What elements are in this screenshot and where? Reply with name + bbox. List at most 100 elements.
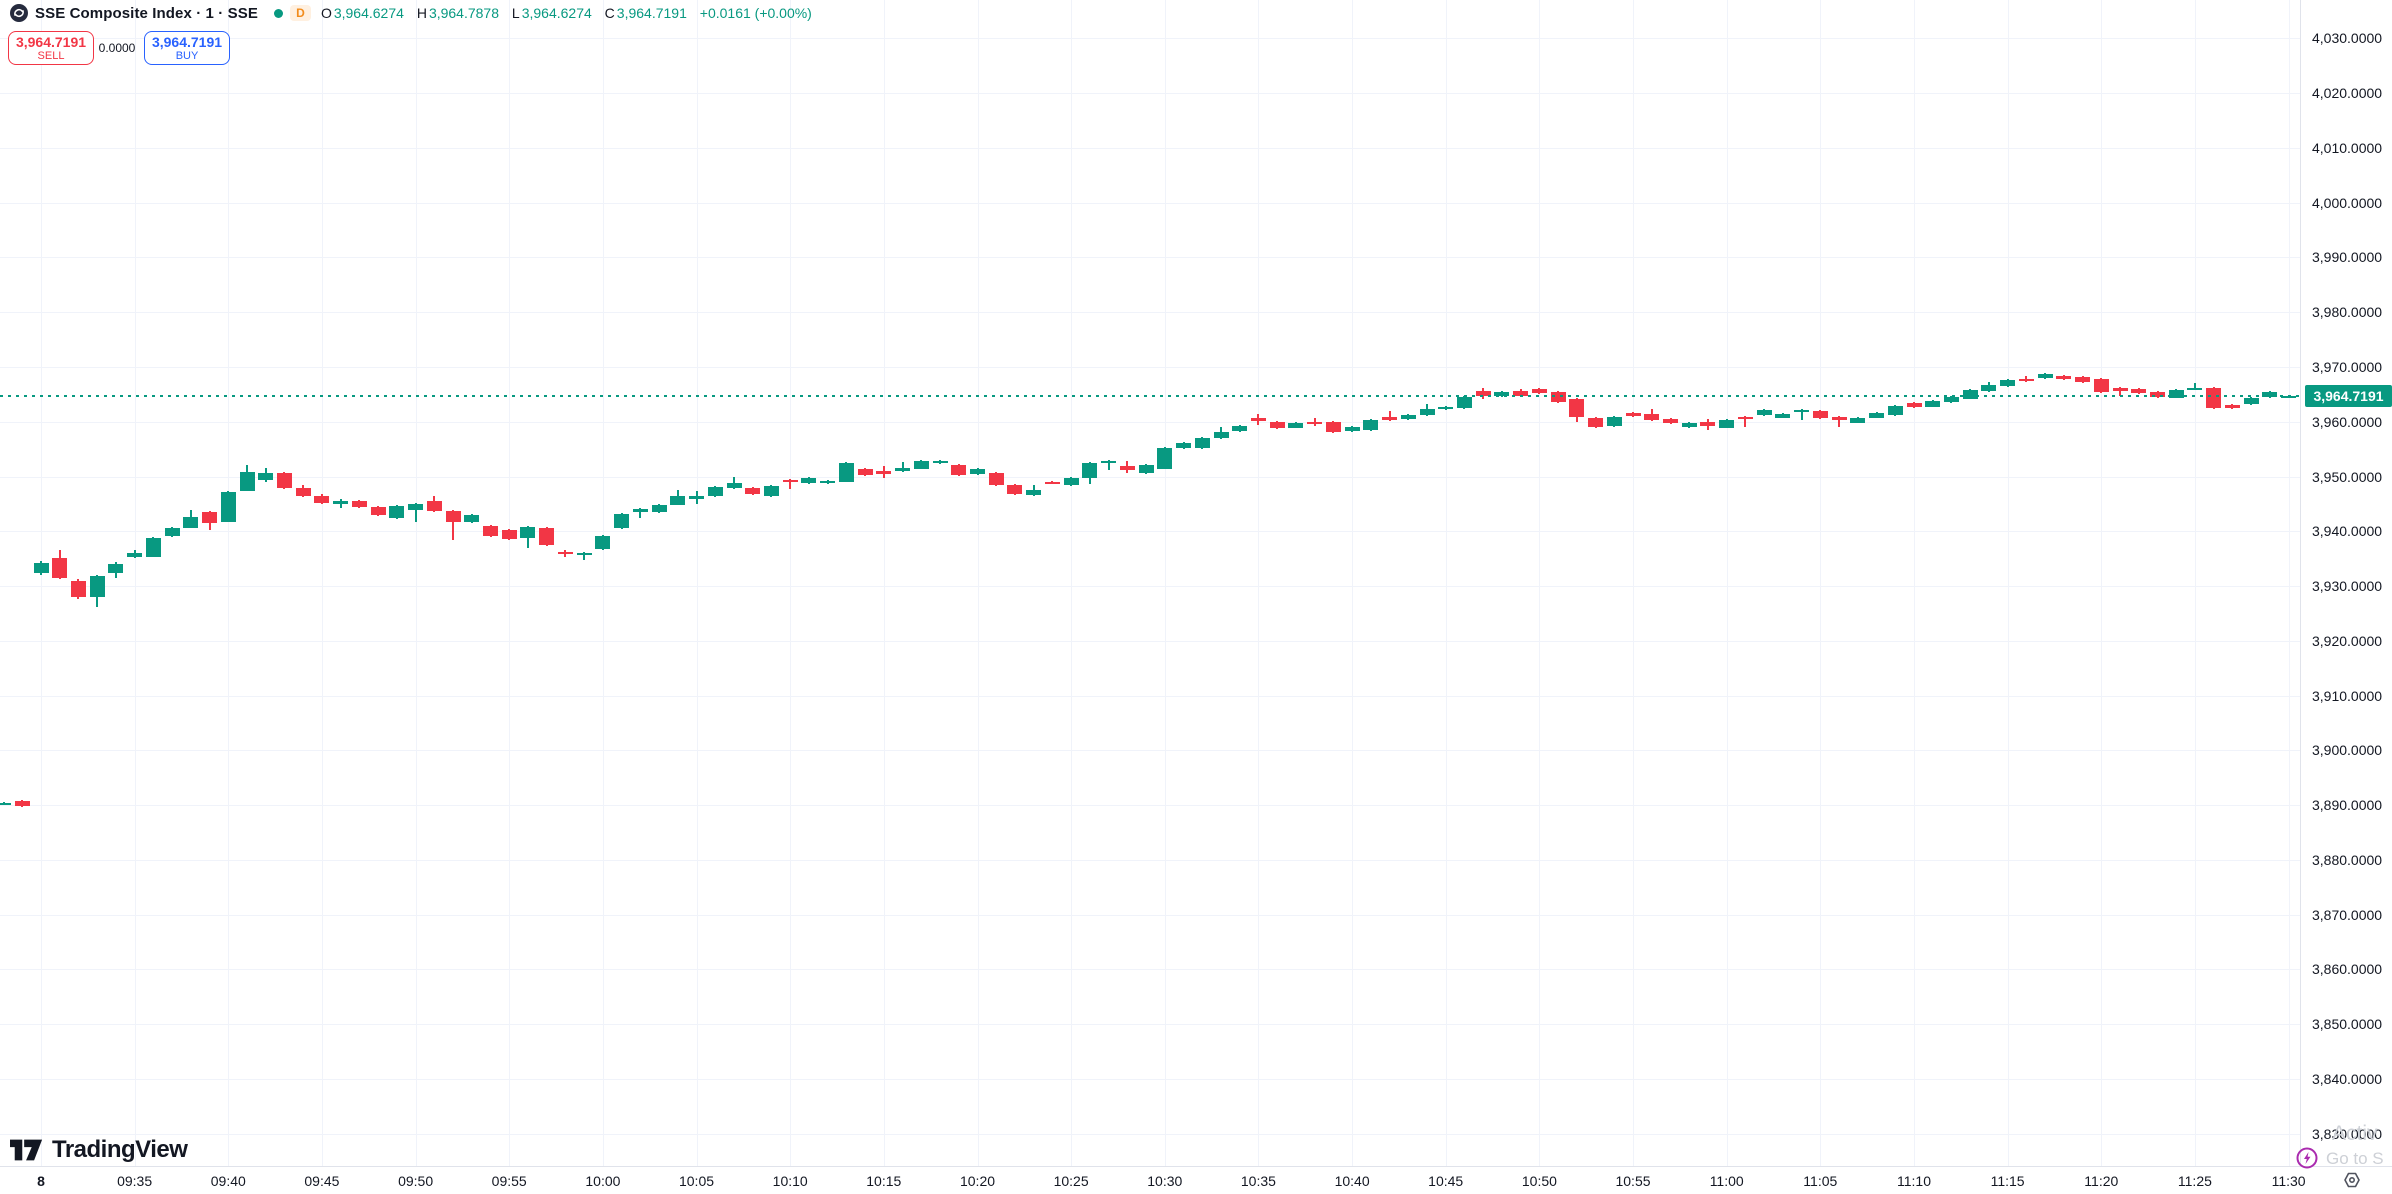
vertical-gridline	[1820, 0, 1822, 1166]
candle-body	[1044, 481, 1060, 484]
candle-body	[913, 460, 929, 469]
vertical-gridline	[1726, 0, 1728, 1166]
vertical-gridline	[2194, 0, 2196, 1166]
candle-body	[1288, 422, 1304, 428]
time-axis-label: 09:40	[210, 1173, 246, 1189]
candle-body	[89, 576, 105, 597]
price-axis-label: 3,850.0000	[2312, 1016, 2383, 1033]
candle-body	[2093, 379, 2109, 393]
candle-body	[1850, 417, 1866, 423]
vertical-gridline	[1164, 0, 1166, 1166]
sse-symbol-logo-icon	[10, 4, 28, 22]
boost-lightning-icon[interactable]	[2296, 1147, 2318, 1174]
vertical-gridline	[41, 0, 42, 1166]
market-status-icon[interactable]	[273, 8, 283, 18]
candle-body	[820, 480, 836, 483]
candle-body	[295, 488, 311, 496]
open-label: O	[320, 5, 332, 21]
candle-body	[127, 553, 143, 557]
horizontal-gridline	[0, 1078, 2300, 1080]
candle-body	[670, 496, 686, 505]
sell-button[interactable]: 3,964.7191 SELL	[8, 31, 94, 65]
candle-body	[1250, 417, 1266, 422]
time-axis-label: 10:05	[678, 1173, 715, 1189]
candle-body	[1119, 466, 1135, 470]
candle-body	[501, 530, 517, 539]
candle-body	[1887, 405, 1903, 416]
time-axis-label: 10:10	[772, 1173, 808, 1189]
horizontal-gridline	[0, 531, 2300, 533]
time-axis-label: 10:25	[1053, 1173, 1089, 1189]
horizontal-gridline	[0, 312, 2300, 314]
candle-body	[1606, 417, 1622, 427]
candle-body	[1550, 392, 1566, 402]
candle-body	[464, 514, 480, 522]
candle-wick	[733, 476, 735, 489]
tradingview-logo[interactable]: TradingView	[10, 1136, 188, 1164]
candle-body	[1962, 389, 1978, 399]
candle-body	[1213, 432, 1229, 439]
tradingview-logo-icon	[10, 1139, 43, 1161]
candle-body	[1569, 398, 1585, 418]
candle-body	[1906, 403, 1922, 407]
candle-body	[2075, 376, 2090, 383]
candle-body	[614, 514, 630, 528]
buy-button[interactable]: 3,964.7191 BUY	[144, 31, 230, 65]
candle-body	[1026, 490, 1042, 495]
vertical-gridline	[228, 0, 230, 1166]
spread-value: 0.0000	[98, 41, 136, 55]
candle-body	[576, 553, 592, 556]
horizontal-gridline	[0, 914, 2300, 916]
candle-body	[557, 552, 573, 555]
candle-body	[2037, 374, 2053, 378]
low-value: 3,964.6274	[521, 5, 592, 21]
candle-body	[1400, 415, 1416, 419]
candle-body	[483, 525, 498, 536]
candle-body	[857, 468, 873, 475]
candle-body	[2131, 388, 2147, 394]
time-axis-label: 10:35	[1240, 1173, 1276, 1189]
symbol-title[interactable]: SSE Composite Index · 1 · SSE	[35, 4, 258, 22]
candle-body	[314, 495, 330, 503]
candle-body	[951, 465, 967, 475]
time-axis-label: 8	[37, 1173, 45, 1189]
price-axis-label: 3,880.0000	[2312, 851, 2383, 868]
settings-gear-icon[interactable]	[2342, 1170, 2362, 1194]
candle-body	[895, 467, 910, 471]
price-axis-label: 3,840.0000	[2312, 1070, 2383, 1087]
close-label: C	[604, 5, 615, 21]
candle-body	[0, 802, 11, 805]
time-axis-label: 10:30	[1147, 1173, 1183, 1189]
vertical-gridline	[415, 0, 417, 1166]
time-axis-label: 10:00	[585, 1173, 621, 1189]
low-label: L	[511, 5, 520, 21]
horizontal-gridline	[0, 257, 2300, 259]
candle-body	[1737, 417, 1753, 420]
vertical-gridline	[1352, 0, 1354, 1166]
candle-body	[801, 478, 817, 483]
price-axis-label: 3,990.0000	[2312, 249, 2383, 266]
candle-body	[763, 486, 779, 497]
candle-body	[2262, 392, 2278, 397]
candle-body	[1719, 420, 1735, 428]
candle-wick	[452, 509, 454, 540]
candle-body	[408, 503, 424, 510]
candle-body	[33, 563, 49, 573]
candle-body	[838, 462, 854, 482]
candle-body	[1382, 417, 1397, 420]
candle-body	[970, 468, 985, 475]
delayed-data-badge[interactable]: D	[289, 5, 311, 21]
candle-body	[539, 527, 555, 545]
candle-body	[1981, 385, 1997, 391]
activate-watermark-line1: Activ	[2332, 1122, 2378, 1145]
candle-body	[1794, 410, 1810, 413]
candle-wick	[1838, 416, 1840, 428]
horizontal-gridline	[0, 1133, 2300, 1135]
time-axis-label: 09:55	[491, 1173, 527, 1189]
time-axis-border	[0, 1166, 2392, 1167]
price-axis-label: 3,870.0000	[2312, 906, 2383, 923]
chart-legend: SSE Composite Index · 1 · SSE D O 3,964.6…	[10, 2, 812, 24]
vertical-gridline	[1633, 0, 1634, 1166]
candle-body	[1419, 409, 1435, 416]
candle-body	[520, 526, 536, 538]
